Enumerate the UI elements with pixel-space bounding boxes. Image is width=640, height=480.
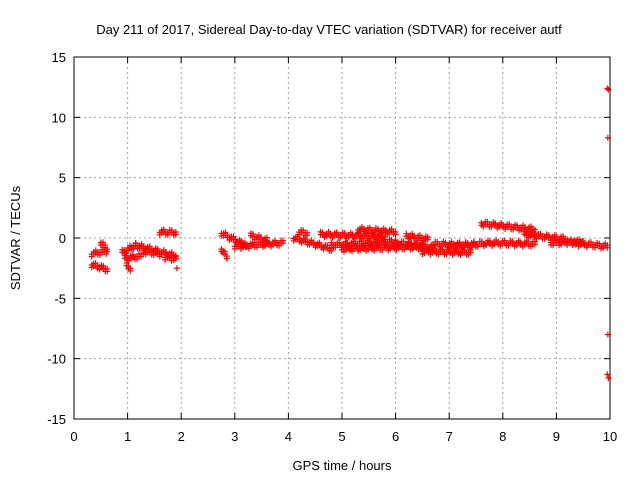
x-tick-label: 0 bbox=[70, 429, 77, 444]
data-point bbox=[424, 236, 431, 243]
data-point bbox=[172, 231, 179, 238]
x-axis: 0 1 2 3 4 5 6 7 8 9 10 bbox=[70, 57, 617, 444]
data-segment bbox=[296, 227, 311, 239]
data-segment bbox=[419, 245, 474, 258]
data-point bbox=[604, 371, 611, 378]
data-series bbox=[88, 85, 612, 381]
data-point bbox=[104, 248, 111, 255]
data-segment bbox=[162, 252, 179, 264]
data-segment bbox=[569, 237, 611, 252]
data-point bbox=[304, 232, 311, 239]
y-tick-label: -15 bbox=[47, 412, 66, 427]
data-point bbox=[467, 249, 474, 256]
chart-title: Day 211 of 2017, Sidereal Day-to-day VTE… bbox=[96, 22, 562, 37]
y-tick-label: -5 bbox=[54, 291, 66, 306]
data-point bbox=[173, 265, 180, 272]
data-segment bbox=[97, 239, 111, 255]
y-tick-label: 15 bbox=[52, 50, 66, 65]
x-tick-label: 7 bbox=[446, 429, 453, 444]
data-point bbox=[392, 231, 399, 238]
x-tick-label: 4 bbox=[285, 429, 292, 444]
data-segment bbox=[88, 260, 111, 275]
data-point bbox=[604, 85, 611, 92]
x-tick-label: 9 bbox=[553, 429, 560, 444]
data-point bbox=[104, 268, 111, 275]
y-tick-label: 10 bbox=[52, 110, 66, 125]
data-segment bbox=[290, 233, 335, 255]
data-point bbox=[263, 237, 270, 244]
data-point bbox=[223, 255, 230, 262]
x-tick-label: 10 bbox=[603, 429, 617, 444]
data-point bbox=[328, 248, 335, 255]
x-tick-label: 8 bbox=[499, 429, 506, 444]
x-tick-label: 3 bbox=[231, 429, 238, 444]
x-tick-label: 6 bbox=[392, 429, 399, 444]
y-axis-label: SDTVAR / TECUs bbox=[8, 185, 23, 290]
data-segment bbox=[403, 230, 431, 245]
x-axis-label: GPS time / hours bbox=[293, 458, 392, 473]
data-segment bbox=[317, 228, 388, 243]
x-tick-label: 1 bbox=[124, 429, 131, 444]
data-point bbox=[156, 253, 163, 260]
data-segment bbox=[88, 246, 110, 260]
data-point bbox=[138, 253, 144, 260]
data-segment bbox=[218, 246, 230, 262]
data-segment bbox=[247, 230, 270, 246]
data-segment bbox=[123, 259, 134, 274]
y-tick-label: 5 bbox=[59, 171, 66, 186]
data-segment bbox=[140, 246, 163, 260]
data-point bbox=[127, 267, 134, 274]
data-point bbox=[531, 241, 538, 248]
x-tick-label: 5 bbox=[338, 429, 345, 444]
data-point bbox=[280, 240, 287, 247]
y-axis: 15 10 5 0 -5 -10 -15 bbox=[47, 50, 610, 427]
data-segment bbox=[355, 224, 399, 238]
data-segment bbox=[478, 218, 538, 236]
data-segment bbox=[489, 237, 538, 250]
y-tick-label: -10 bbox=[47, 352, 66, 367]
data-point bbox=[604, 244, 611, 251]
y-tick-label: 0 bbox=[59, 231, 66, 246]
data-point bbox=[172, 255, 179, 262]
x-tick-label: 2 bbox=[178, 429, 185, 444]
data-segment bbox=[156, 226, 179, 239]
